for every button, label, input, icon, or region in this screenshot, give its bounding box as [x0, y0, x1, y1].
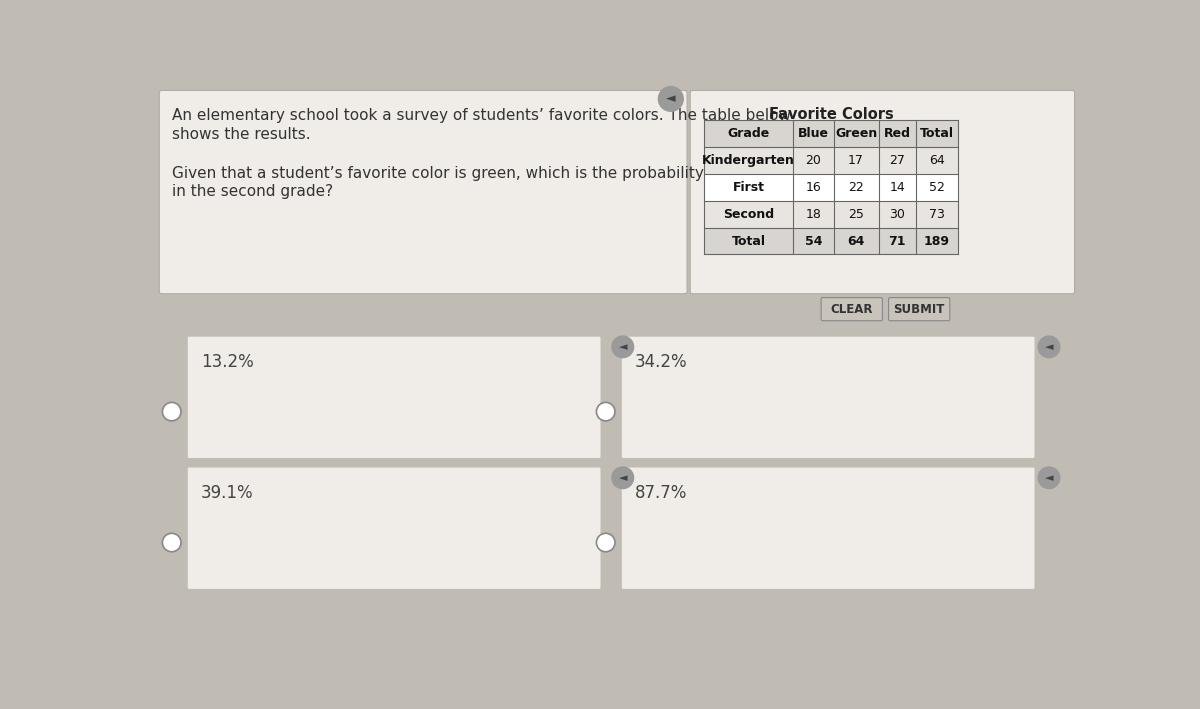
Circle shape	[659, 86, 683, 111]
Bar	[704, 201, 959, 228]
Text: 22: 22	[848, 181, 864, 194]
FancyBboxPatch shape	[622, 336, 1036, 459]
FancyBboxPatch shape	[187, 336, 601, 459]
Text: Second: Second	[724, 208, 774, 220]
Bar	[704, 228, 959, 255]
Circle shape	[162, 533, 181, 552]
FancyBboxPatch shape	[888, 298, 950, 320]
Text: Kindergarten: Kindergarten	[702, 154, 796, 167]
Text: Grade: Grade	[727, 127, 770, 140]
Text: An elementary school took a survey of students’ favorite colors. The table below: An elementary school took a survey of st…	[173, 108, 792, 123]
Text: in the second grade?: in the second grade?	[173, 184, 334, 199]
Text: 39.1%: 39.1%	[202, 484, 253, 502]
Text: Total: Total	[920, 127, 954, 140]
FancyBboxPatch shape	[821, 298, 882, 320]
Bar	[704, 147, 959, 174]
Text: 73: 73	[929, 208, 944, 220]
Text: 34.2%: 34.2%	[635, 353, 688, 371]
FancyBboxPatch shape	[690, 91, 1074, 294]
Circle shape	[162, 403, 181, 421]
Circle shape	[596, 403, 616, 421]
Bar	[704, 120, 959, 147]
Text: Blue: Blue	[798, 127, 829, 140]
Text: Given that a student’s favorite color is green, which is the probability that th: Given that a student’s favorite color is…	[173, 166, 851, 181]
Text: 64: 64	[929, 154, 944, 167]
Text: 87.7%: 87.7%	[635, 484, 688, 502]
Text: 27: 27	[889, 154, 905, 167]
Text: ◄: ◄	[1045, 342, 1054, 352]
Circle shape	[1038, 467, 1060, 489]
Text: ◄: ◄	[666, 92, 676, 106]
Text: 64: 64	[847, 235, 865, 247]
Bar	[704, 120, 959, 255]
FancyBboxPatch shape	[187, 467, 601, 589]
Text: 52: 52	[929, 181, 944, 194]
Text: SUBMIT: SUBMIT	[894, 303, 944, 316]
Text: 16: 16	[805, 181, 821, 194]
Text: ◄: ◄	[618, 342, 628, 352]
Bar	[704, 174, 959, 201]
Text: 54: 54	[805, 235, 822, 247]
Text: First: First	[733, 181, 764, 194]
FancyBboxPatch shape	[160, 91, 688, 294]
FancyBboxPatch shape	[622, 467, 1036, 589]
Text: 25: 25	[848, 208, 864, 220]
Text: 71: 71	[888, 235, 906, 247]
Text: 14: 14	[889, 181, 905, 194]
Text: 20: 20	[805, 154, 821, 167]
Text: shows the results.: shows the results.	[173, 127, 311, 142]
Text: 13.2%: 13.2%	[202, 353, 254, 371]
Text: Red: Red	[883, 127, 911, 140]
Circle shape	[596, 533, 616, 552]
Text: Green: Green	[835, 127, 877, 140]
Text: ◄: ◄	[1045, 473, 1054, 483]
Text: 189: 189	[924, 235, 950, 247]
Text: CLEAR: CLEAR	[830, 303, 874, 316]
Text: Total: Total	[732, 235, 766, 247]
Text: 30: 30	[889, 208, 905, 220]
Text: Favorite Colors: Favorite Colors	[769, 106, 894, 122]
Text: 17: 17	[848, 154, 864, 167]
Circle shape	[612, 467, 634, 489]
Text: ◄: ◄	[618, 473, 628, 483]
Text: 18: 18	[805, 208, 821, 220]
Circle shape	[1038, 336, 1060, 357]
Circle shape	[612, 336, 634, 357]
